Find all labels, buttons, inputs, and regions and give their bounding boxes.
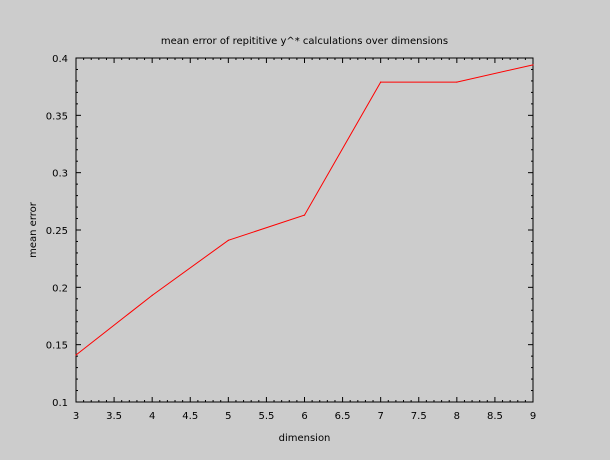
x-tick-label: 7.5: [411, 411, 427, 422]
x-tick-label: 4.5: [182, 411, 198, 422]
plot-area: [75, 57, 534, 403]
data-point: [303, 214, 306, 216]
data-point: [532, 64, 534, 66]
series-layer: [75, 64, 534, 356]
y-tick-label: 0.4: [52, 54, 68, 65]
y-tick-label: 0.1: [52, 398, 68, 409]
chart-title: mean error of repititive y^* calculation…: [161, 36, 448, 47]
x-tick-label: 5.5: [258, 411, 274, 422]
x-tick-label: 5: [225, 411, 231, 422]
x-tick-label: 8.5: [487, 411, 503, 422]
x-tick-label: 8: [454, 411, 460, 422]
x-tick-label: 3.5: [106, 411, 122, 422]
x-tick-label: 9: [530, 411, 536, 422]
x-tick-label: 6: [301, 411, 307, 422]
x-tick-label: 3: [73, 411, 79, 422]
y-tick-label: 0.25: [46, 226, 68, 237]
x-tick-label: 6.5: [335, 411, 351, 422]
data-point: [456, 81, 458, 83]
x-axis: 3 3.5 4 4.5 5 5.5 6 6.5 7 7.5 8 8.5 9: [73, 58, 536, 422]
y-tick-label: 0.35: [46, 111, 68, 122]
y-axis: 0.1 0.15 0.2 0.25 0.3 0.35 0.4: [46, 54, 533, 409]
y-tick-label: 0.15: [46, 341, 68, 352]
data-point: [151, 294, 153, 296]
data-point: [380, 81, 382, 83]
x-tick-label: 4: [149, 411, 155, 422]
x-axis-label: dimension: [279, 433, 331, 444]
y-tick-label: 0.2: [52, 283, 68, 294]
x-tick-label: 7: [377, 411, 383, 422]
y-axis-label: mean error: [28, 201, 39, 258]
data-point: [227, 239, 229, 241]
data-point: [75, 354, 77, 356]
y-tick-label: 0.3: [52, 169, 68, 180]
